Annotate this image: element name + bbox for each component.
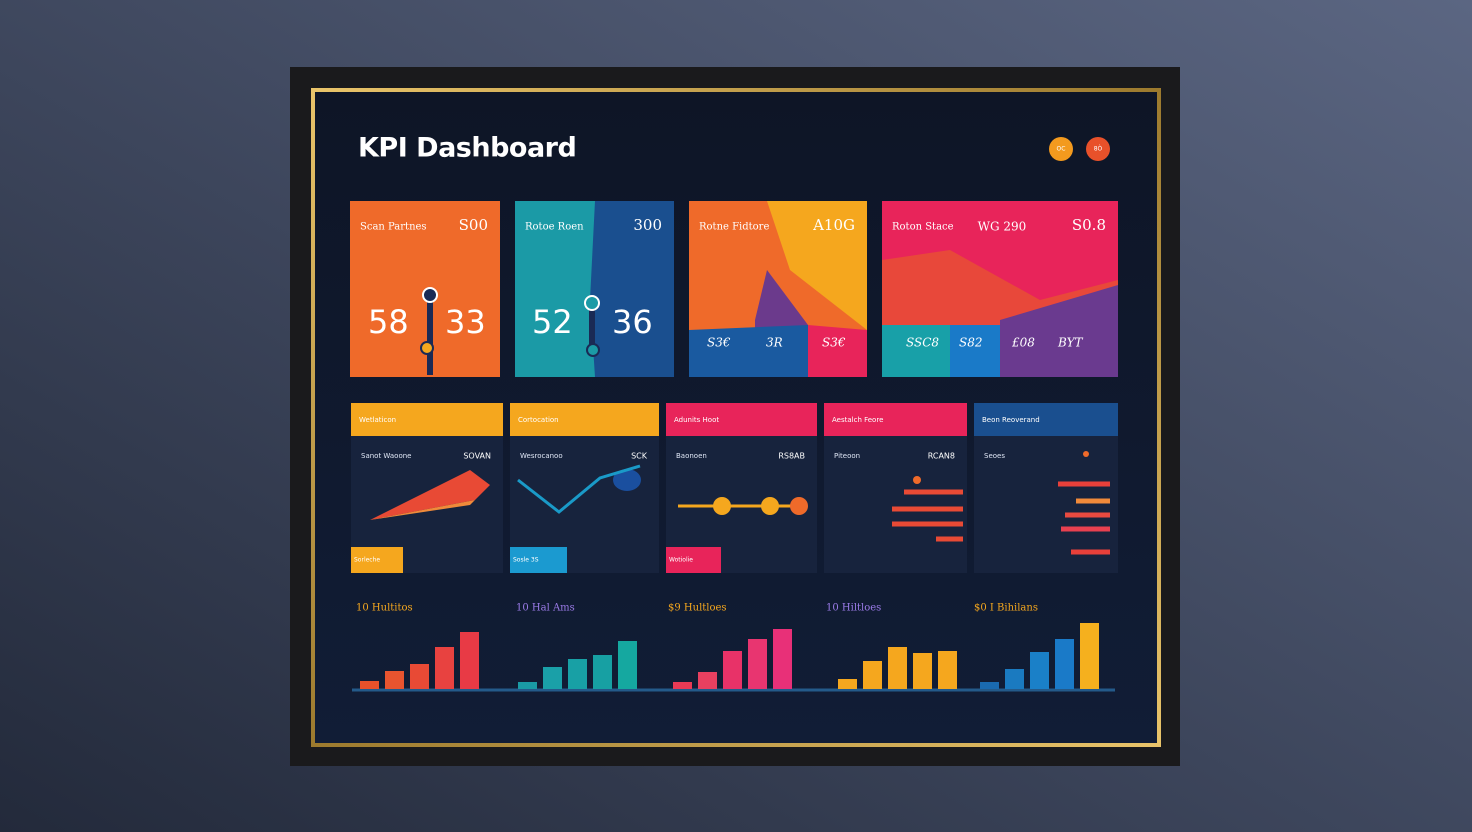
bar bbox=[518, 682, 537, 689]
panel-subtitle: Sanot Waoone bbox=[361, 452, 412, 460]
chart-title: $9 Hultloes bbox=[668, 603, 727, 614]
bar bbox=[838, 679, 857, 689]
hbar bbox=[904, 489, 963, 495]
bar bbox=[748, 639, 767, 689]
panel-value: SCK bbox=[631, 452, 648, 461]
hbar bbox=[1065, 512, 1110, 518]
card-label: Rotoe Roen bbox=[525, 222, 584, 233]
panel-header: Beon Reoverand bbox=[982, 416, 1040, 424]
card-small-value: S3€ bbox=[822, 336, 846, 350]
bar bbox=[1080, 623, 1099, 689]
hbar bbox=[1071, 549, 1110, 555]
bar bbox=[360, 681, 379, 689]
chart-title: 10 Hal Ams bbox=[516, 603, 575, 614]
title: KPI Dashboard bbox=[358, 133, 576, 164]
header-button[interactable] bbox=[1086, 137, 1110, 161]
panel-value: SOVAN bbox=[463, 452, 491, 461]
bar bbox=[1055, 639, 1074, 689]
card-value: 300 bbox=[633, 216, 662, 234]
card-small-value: £08 bbox=[1011, 336, 1035, 350]
panel-chip: Sorleche bbox=[354, 557, 380, 564]
panel-chip: Sosle 3S bbox=[513, 557, 539, 564]
hbar bbox=[936, 536, 963, 542]
card-value: S00 bbox=[459, 216, 488, 234]
chart-title: $0 I Bihilans bbox=[974, 603, 1038, 614]
bar bbox=[460, 632, 479, 689]
panel-art bbox=[351, 403, 1118, 692]
panel-value: RCAN8 bbox=[928, 452, 955, 461]
bar bbox=[863, 661, 882, 689]
card-small-value: S3€ bbox=[707, 336, 731, 350]
hbar bbox=[892, 506, 963, 512]
card-label: Rotne Fidtore bbox=[699, 222, 769, 233]
header-button-label: 8Ò bbox=[1094, 146, 1103, 153]
panel-header: Cortocation bbox=[518, 416, 559, 424]
panel-header: Wetlaticon bbox=[359, 416, 396, 424]
panel-subtitle: Seoes bbox=[984, 452, 1005, 460]
bar bbox=[888, 647, 907, 689]
card-small-value: S82 bbox=[959, 336, 983, 350]
panel-subtitle: Piteoon bbox=[834, 452, 860, 460]
panel-chip: Wotiolie bbox=[669, 557, 693, 564]
chart-title: 10 Hultitos bbox=[356, 603, 413, 614]
bar bbox=[1030, 652, 1049, 689]
card-number: 58 bbox=[368, 303, 409, 341]
bar bbox=[593, 655, 612, 689]
chart-title: 10 Hiltloes bbox=[826, 603, 881, 614]
card-extra: WG 290 bbox=[978, 220, 1027, 234]
bar bbox=[773, 629, 792, 689]
bar bbox=[673, 682, 692, 689]
bar bbox=[543, 667, 562, 689]
hbar bbox=[892, 521, 963, 527]
card-small-value: BYT bbox=[1057, 336, 1084, 350]
bar bbox=[698, 672, 717, 689]
card-small-value: SSC8 bbox=[906, 336, 939, 350]
line bbox=[517, 464, 641, 514]
panel-header: Aestalch Feore bbox=[832, 416, 883, 424]
hbar bbox=[1076, 498, 1110, 504]
bar bbox=[568, 659, 587, 689]
header-button-label: OC bbox=[1057, 146, 1066, 153]
bar bbox=[385, 671, 404, 689]
bar bbox=[723, 651, 742, 689]
bar bbox=[938, 651, 957, 689]
panel-subtitle: Baonoen bbox=[676, 452, 707, 460]
card-small-value: 3R bbox=[766, 336, 783, 350]
panel-value: RS8AB bbox=[778, 452, 805, 461]
card-number: 33 bbox=[445, 303, 486, 341]
bar bbox=[410, 664, 429, 689]
card-number: 52 bbox=[532, 303, 573, 341]
bar bbox=[618, 641, 637, 689]
panel-subtitle: Wesrocanoo bbox=[520, 452, 563, 460]
card-art bbox=[350, 201, 1118, 377]
card-label: Scan Partnes bbox=[360, 222, 427, 233]
panel-header: Adunits Hoot bbox=[674, 416, 719, 424]
bar bbox=[913, 653, 932, 689]
card-value: S0.8 bbox=[1072, 216, 1106, 234]
bar bbox=[1005, 669, 1024, 689]
bar bbox=[980, 682, 999, 689]
bar bbox=[435, 647, 454, 689]
card-value: A10G bbox=[812, 216, 855, 234]
card-label: Roton Stace bbox=[892, 222, 954, 233]
card-number: 36 bbox=[612, 303, 653, 341]
hbar bbox=[1061, 526, 1110, 532]
header-button[interactable] bbox=[1049, 137, 1073, 161]
hbar bbox=[1058, 481, 1110, 487]
